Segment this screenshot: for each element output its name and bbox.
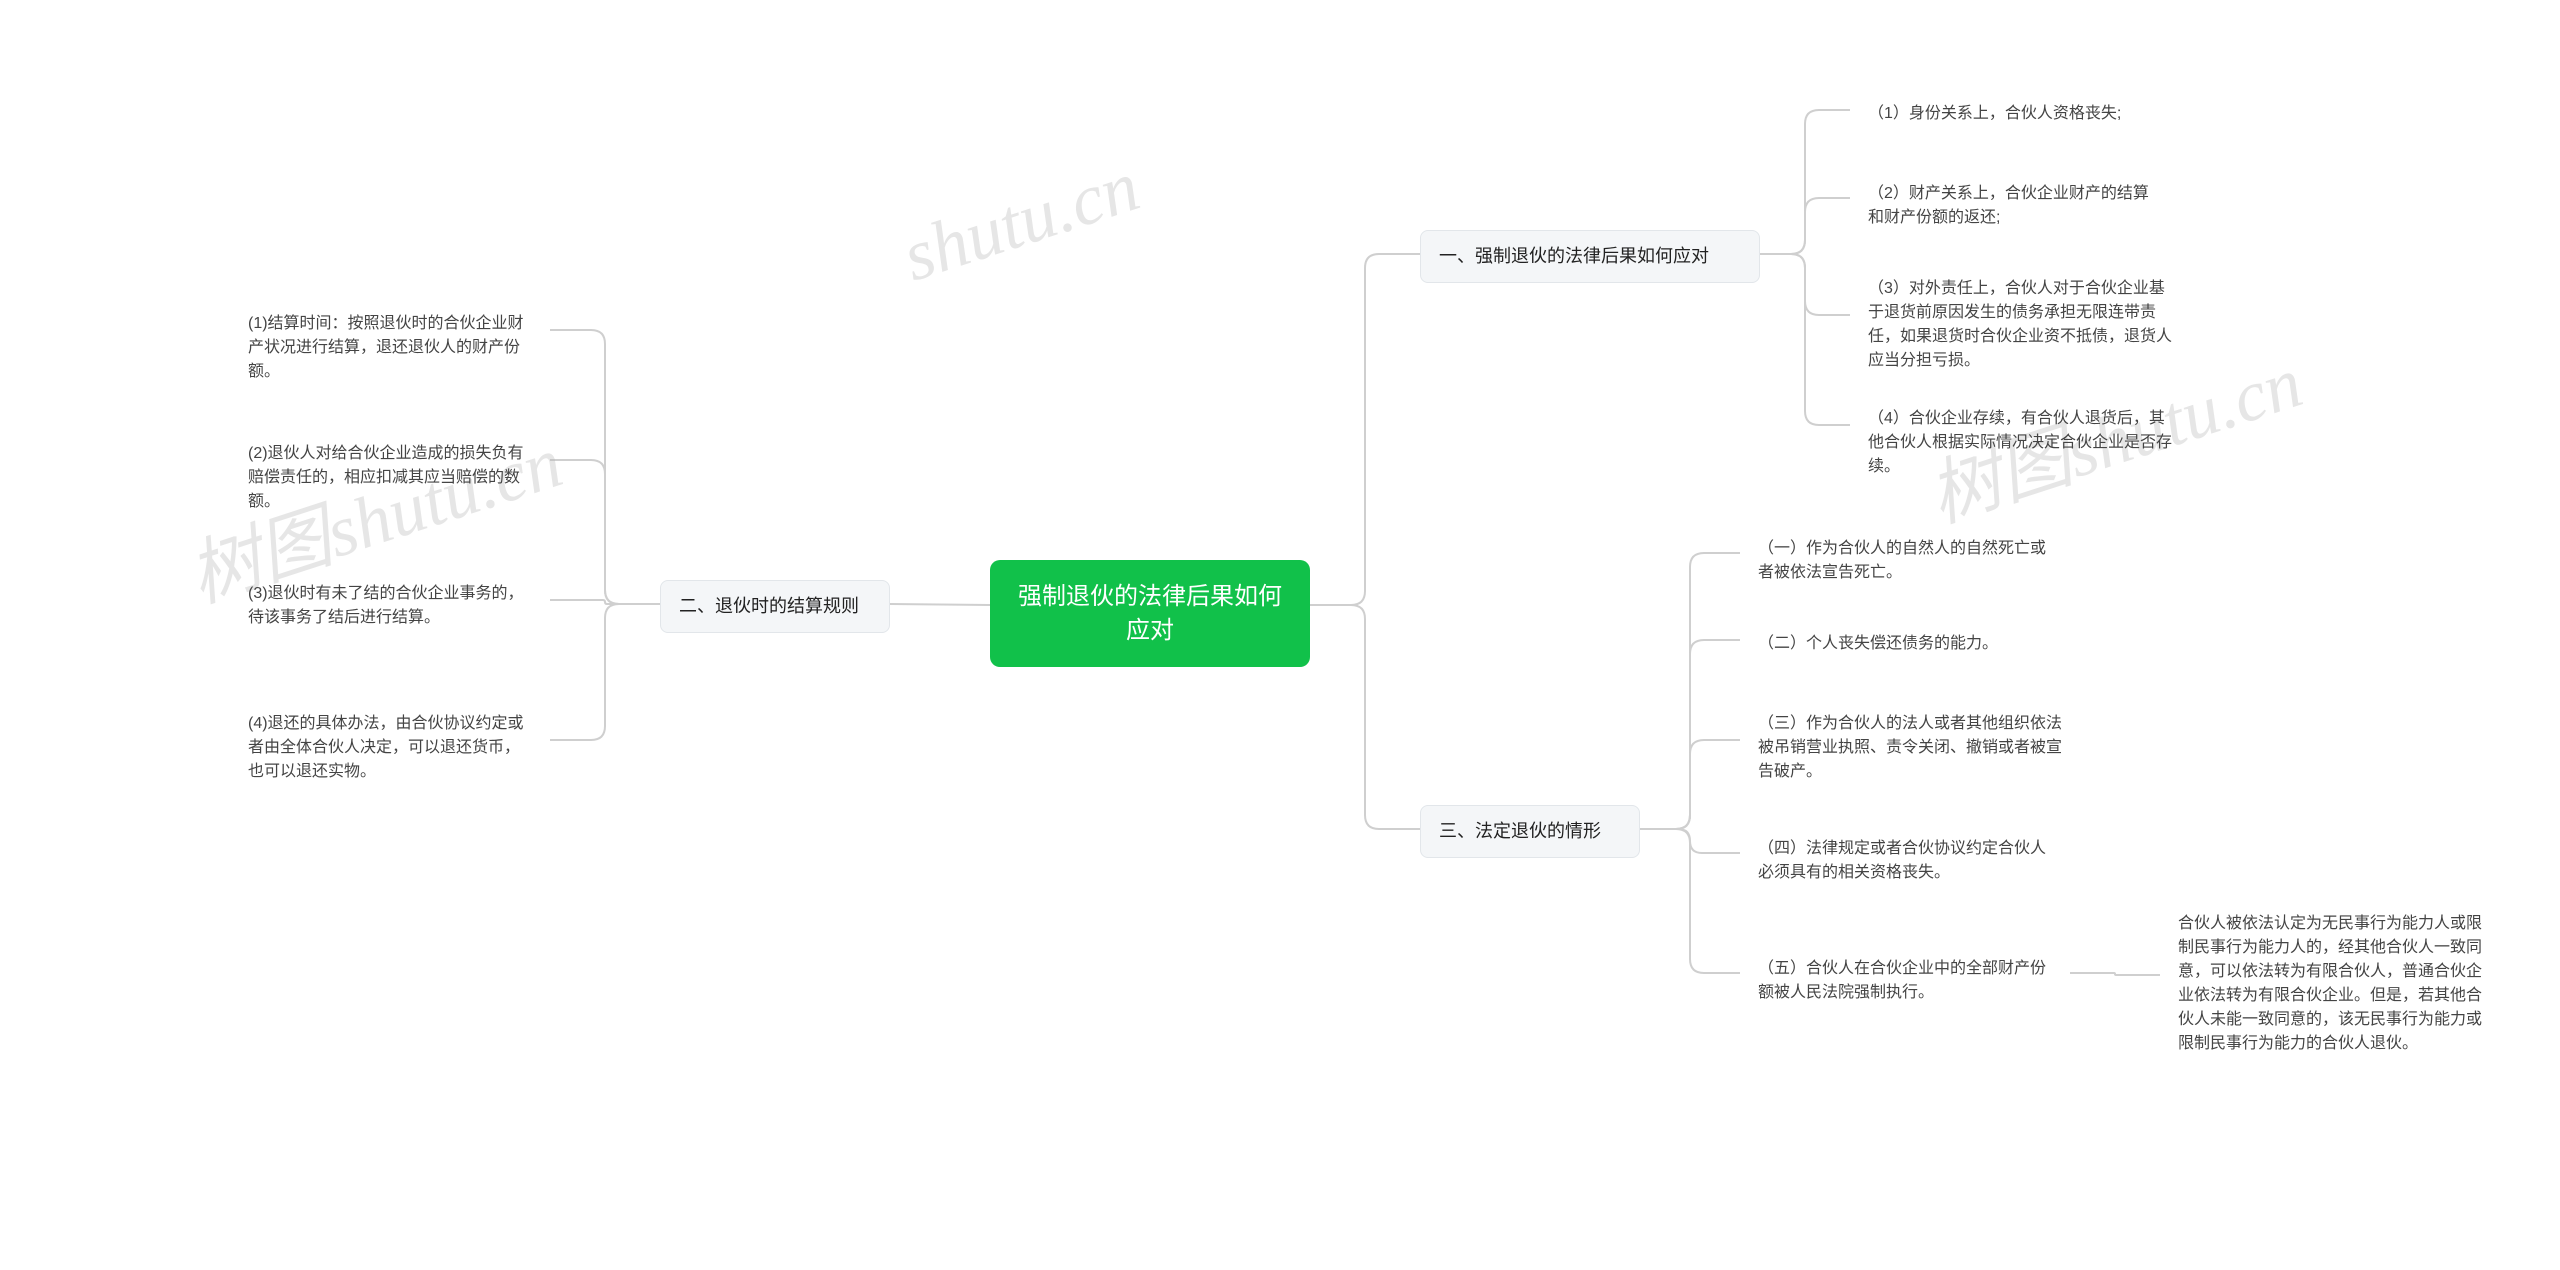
leaf-b1c3: （3）对外责任上，合伙人对于合伙企业基于退货前原因发生的债务承担无限连带责任，如… [1850,265,2190,385]
watermark: shutu.cn [893,145,1149,299]
leaf-b2c3: (3)退伙时有未了结的合伙企业事务的，待该事务了结后进行结算。 [230,570,550,642]
branch-3[interactable]: 三、法定退伙的情形 [1420,805,1640,858]
leaf-b3c4: （四）法律规定或者合伙协议约定合伙人必须具有的相关资格丧失。 [1740,825,2070,897]
leaf-b3c5: （五）合伙人在合伙企业中的全部财产份额被人民法院强制执行。 [1740,945,2070,1017]
leaf-b3c3: （三）作为合伙人的法人或者其他组织依法被吊销营业执照、责令关闭、撤销或者被宣告破… [1740,700,2080,796]
leaf-b1c1: （1）身份关系上，合伙人资格丧失; [1850,90,2170,138]
leaf-b2c2: (2)退伙人对给合伙企业造成的损失负有赔偿责任的，相应扣减其应当赔偿的数额。 [230,430,550,526]
leaf-b2c1: (1)结算时间：按照退伙时的合伙企业财产状况进行结算，退还退伙人的财产份额。 [230,300,550,396]
leaf-b1c4: （4）合伙企业存续，有合伙人退货后，其他合伙人根据实际情况决定合伙企业是否存续。 [1850,395,2190,491]
branch-1[interactable]: 一、强制退伙的法律后果如何应对 [1420,230,1760,283]
leaf-b3c2: （二）个人丧失偿还债务的能力。 [1740,620,2040,668]
leaf-b3c5a: 合伙人被依法认定为无民事行为能力人或限制民事行为能力人的，经其他合伙人一致同意，… [2160,900,2510,1068]
leaf-b2c4: (4)退还的具体办法，由合伙协议约定或者由全体合伙人决定，可以退还货币，也可以退… [230,700,550,796]
leaf-b1c2: （2）财产关系上，合伙企业财产的结算和财产份额的返还; [1850,170,2180,242]
leaf-b3c1: （一）作为合伙人的自然人的自然死亡或者被依法宣告死亡。 [1740,525,2070,597]
mindmap-root[interactable]: 强制退伙的法律后果如何 应对 [990,560,1310,667]
branch-2[interactable]: 二、退伙时的结算规则 [660,580,890,633]
